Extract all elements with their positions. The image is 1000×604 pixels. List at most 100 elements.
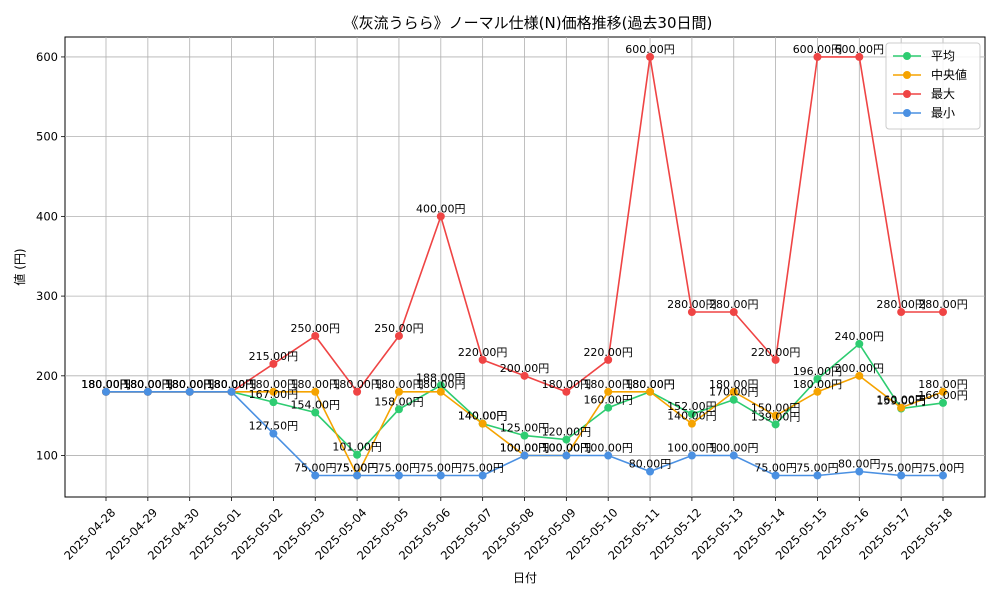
data-label: 180.00円	[249, 378, 299, 391]
data-label: 160.00円	[876, 394, 926, 407]
data-label: 154.00円	[291, 398, 341, 411]
legend-label: 最小	[931, 106, 955, 120]
data-point	[562, 451, 571, 460]
data-point	[687, 451, 696, 460]
data-point	[939, 398, 947, 407]
x-axis-label: 日付	[513, 571, 537, 585]
data-label: 75.00円	[461, 461, 504, 474]
data-label: 75.00円	[336, 461, 379, 474]
data-label: 180.00円	[374, 378, 424, 391]
data-label: 196.00円	[793, 365, 843, 378]
data-point	[729, 395, 738, 404]
data-label: 180.00円	[81, 378, 131, 391]
data-label: 180.00円	[625, 378, 675, 391]
data-label: 120.00円	[542, 426, 592, 439]
data-point	[687, 410, 696, 419]
series-layer	[102, 52, 947, 480]
data-point	[646, 387, 655, 396]
data-point	[269, 359, 278, 368]
data-label: 180.00円	[81, 378, 131, 391]
data-point	[855, 371, 864, 380]
data-label: 180.00円	[165, 378, 215, 391]
data-label: 125.00円	[500, 422, 550, 435]
data-label: 180.00円	[583, 378, 633, 391]
data-point	[897, 308, 906, 317]
data-point	[478, 471, 487, 480]
data-label: 220.00円	[583, 346, 633, 359]
data-point	[771, 471, 780, 480]
data-label: 180.00円	[625, 378, 675, 391]
data-point	[394, 471, 403, 480]
data-label: 180.00円	[291, 378, 341, 391]
data-label: 100.00円	[667, 442, 717, 455]
data-label: 200.00円	[835, 362, 885, 375]
data-point	[897, 471, 906, 480]
data-label: 280.00円	[709, 298, 759, 311]
data-point	[562, 387, 571, 396]
legend-swatch-marker	[903, 52, 911, 60]
data-label: 75.00円	[754, 461, 797, 474]
data-label: 200.00円	[500, 362, 550, 375]
data-label: 180.00円	[416, 378, 466, 391]
data-point	[436, 387, 445, 396]
data-label: 127.50円	[249, 420, 299, 433]
y-tick-label: 200	[36, 369, 58, 383]
data-label: 170.00円	[709, 386, 759, 399]
y-axis-label: 値 (円)	[12, 248, 27, 285]
y-axis-ticks: 100 200 300 400 500 600	[36, 50, 65, 463]
data-label: 220.00円	[458, 346, 508, 359]
data-label: 158.00円	[374, 395, 424, 408]
y-tick-label: 100	[36, 449, 58, 463]
data-point	[687, 419, 696, 428]
data-point	[687, 308, 696, 317]
legend-swatch-marker	[903, 90, 911, 98]
data-point	[520, 371, 529, 380]
data-label: 159.00円	[876, 395, 926, 408]
data-point	[646, 52, 655, 61]
y-tick-label: 600	[36, 50, 58, 64]
data-label: 140.00円	[667, 410, 717, 423]
series-4	[102, 387, 947, 480]
data-point	[646, 467, 655, 476]
data-point	[436, 381, 445, 390]
data-point	[771, 411, 780, 420]
legend-label: 中央値	[931, 67, 967, 82]
data-point	[227, 387, 236, 396]
data-point	[269, 429, 278, 438]
data-point	[729, 387, 738, 396]
data-point	[520, 451, 529, 460]
data-label: 180.00円	[81, 378, 131, 391]
data-point	[771, 420, 780, 429]
data-point	[478, 355, 487, 364]
legend-swatch-marker	[903, 71, 911, 79]
data-labels: 180.00円180.00円180.00円180.00円167.00円154.0…	[81, 43, 968, 475]
data-point	[604, 387, 613, 396]
data-label: 180.00円	[207, 378, 257, 391]
legend-swatch-marker	[903, 109, 911, 117]
data-label: 280.00円	[876, 298, 926, 311]
data-point	[729, 451, 738, 460]
data-point	[855, 52, 864, 61]
data-label: 215.00円	[249, 350, 299, 363]
data-label: 75.00円	[922, 461, 965, 474]
data-point	[102, 387, 110, 396]
data-label: 160.00円	[583, 394, 633, 407]
data-label: 100.00円	[542, 442, 592, 455]
data-label: 250.00円	[291, 322, 341, 335]
data-point	[353, 387, 362, 396]
data-label: 100.00円	[583, 442, 633, 455]
data-label: 166.00円	[918, 389, 968, 402]
data-point	[813, 471, 822, 480]
data-point	[394, 387, 403, 396]
data-label: 75.00円	[294, 461, 337, 474]
data-label: 280.00円	[667, 298, 717, 311]
data-label: 100.00円	[709, 442, 759, 455]
data-point	[269, 387, 278, 396]
y-tick-label: 500	[36, 130, 58, 144]
data-point	[311, 471, 320, 480]
data-point	[311, 408, 320, 417]
data-point	[771, 355, 780, 364]
